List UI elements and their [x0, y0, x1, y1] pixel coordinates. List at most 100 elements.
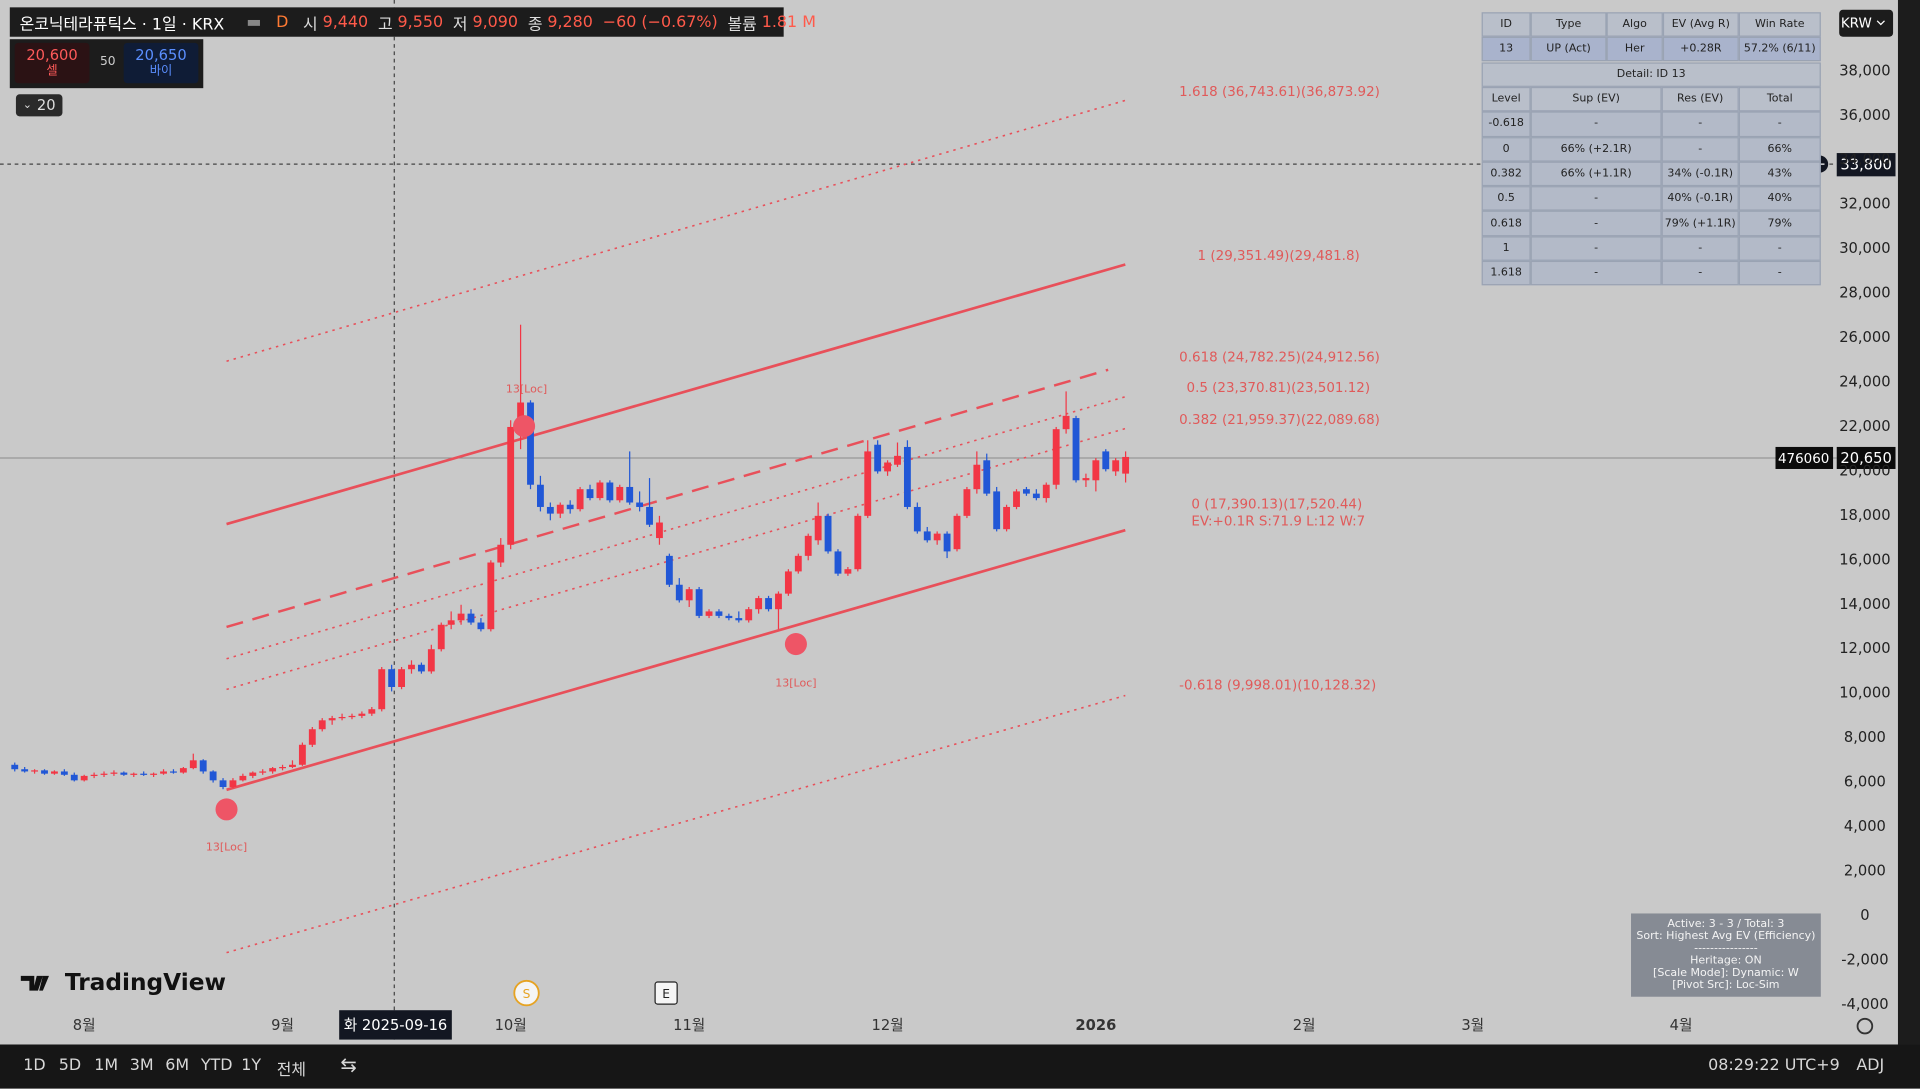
- range-button[interactable]: 전체: [276, 1061, 307, 1081]
- table-cell: -: [1661, 136, 1739, 162]
- table-header: Res (EV): [1661, 86, 1739, 112]
- event-marker-text: S: [523, 987, 531, 1001]
- candle-body: [358, 713, 366, 716]
- sell-button[interactable]: 20,600 셀: [14, 42, 90, 84]
- candle-body: [656, 522, 663, 539]
- range-button[interactable]: 3M: [129, 1056, 154, 1076]
- table-cell: +0.28R: [1662, 36, 1739, 62]
- candle-body: [80, 775, 88, 781]
- trade-panel: 20,600 셀 50 20,650 바이: [9, 39, 204, 89]
- table-cell: 43%: [1738, 161, 1821, 187]
- level-line: [226, 368, 1109, 629]
- y-tick-label: 12,000: [1839, 640, 1890, 657]
- table-cell: 0.618: [1481, 211, 1531, 237]
- level-label: -0.618 (9,998.01)(10,128.32): [1179, 679, 1376, 694]
- candle-body: [626, 486, 634, 503]
- candle-body: [824, 515, 832, 552]
- candle-body: [616, 486, 624, 501]
- candle-body: [279, 766, 286, 769]
- candle-body: [90, 774, 98, 777]
- candle-body: [41, 770, 48, 774]
- table-cell: 79% (+1.1R): [1661, 211, 1739, 237]
- adj-button[interactable]: ADJ: [1856, 1056, 1885, 1076]
- table-cell: -: [1738, 260, 1821, 286]
- candle-body: [775, 593, 782, 610]
- candle-body: [130, 773, 138, 775]
- candle-body: [923, 531, 931, 541]
- table-cell: 79%: [1738, 211, 1821, 237]
- table-cell: Her: [1606, 36, 1663, 62]
- range-button[interactable]: 5D: [58, 1056, 82, 1076]
- event-marker[interactable]: [654, 981, 678, 1005]
- table-cell: -: [1661, 111, 1739, 137]
- status-box: Active: 3 - 3 / Total: 3 Sort: Highest Av…: [1631, 913, 1821, 997]
- candle-body: [665, 555, 673, 585]
- x-tick-label: 10월: [495, 1017, 527, 1034]
- buy-button[interactable]: 20,650 바이: [123, 42, 199, 84]
- x-tick-label: 2026: [1075, 1017, 1116, 1034]
- candle-body: [586, 489, 594, 499]
- range-button[interactable]: 1D: [23, 1056, 46, 1076]
- x-tick-label: 8월: [73, 1017, 96, 1034]
- y-tick-label: -4,000: [1841, 996, 1888, 1013]
- level-label: EV:+0.1R S:71.9 L:12 W:7: [1191, 515, 1365, 530]
- candle-body: [566, 504, 574, 510]
- candle-body: [408, 664, 415, 670]
- y-tick-label: 18,000: [1839, 507, 1890, 524]
- y-tick-label: 36,000: [1839, 107, 1890, 124]
- range-button[interactable]: 1Y: [241, 1056, 262, 1076]
- compare-icon[interactable]: ⇆: [340, 1053, 357, 1077]
- table-cell: -: [1530, 111, 1662, 137]
- candle-body: [229, 780, 237, 788]
- y-tick-label: 6,000: [1844, 774, 1886, 791]
- y-tick-label: 14,000: [1839, 596, 1890, 613]
- table-cell: 0.382: [1481, 161, 1531, 187]
- candle-body: [695, 589, 703, 616]
- candle-body: [537, 484, 544, 507]
- table-cell: 40% (-0.1R): [1661, 186, 1739, 212]
- y-tick-label: 24,000: [1839, 373, 1890, 390]
- settings-icon[interactable]: [1856, 1017, 1874, 1035]
- table-header: ID: [1481, 12, 1531, 37]
- table-cell: 13: [1481, 36, 1531, 62]
- detail-title-row: Detail: ID 13: [1481, 62, 1821, 87]
- candle-body: [993, 491, 1001, 530]
- candle-body: [179, 768, 187, 773]
- candle-body: [864, 451, 872, 516]
- indicator-toggle[interactable]: ⌄ 20: [15, 94, 63, 117]
- table-header: EV (Avg R): [1662, 12, 1739, 37]
- table-cell: -0.618: [1481, 111, 1531, 137]
- ohlc-label: 고: [377, 15, 393, 34]
- range-button[interactable]: 1M: [94, 1056, 119, 1076]
- table-cell: UP (Act): [1530, 36, 1607, 62]
- range-button[interactable]: 6M: [165, 1056, 190, 1076]
- table-header: Total: [1738, 86, 1821, 112]
- ohlc-value: 9,280: [547, 12, 593, 32]
- candle-body: [735, 618, 743, 621]
- y-tick-label: 20,000: [1839, 462, 1890, 479]
- pivot-dot: [215, 798, 238, 821]
- y-tick-label: 10,000: [1839, 685, 1890, 702]
- y-tick-label: 28,000: [1839, 285, 1890, 302]
- range-button[interactable]: YTD: [200, 1056, 233, 1076]
- candle-body: [884, 462, 892, 472]
- y-tick-label: 38,000: [1839, 62, 1890, 79]
- table-cell: 1: [1481, 236, 1531, 261]
- candle-body: [973, 464, 981, 490]
- candle-body: [715, 611, 723, 616]
- level-line: [226, 263, 1126, 526]
- currency-button[interactable]: [1839, 9, 1894, 37]
- candle-body: [427, 649, 435, 672]
- level-label: 1.618 (36,743.61)(36,873.92): [1179, 85, 1380, 100]
- x-tick-label: 11월: [673, 1017, 705, 1034]
- status-line: Heritage: ON: [1690, 955, 1762, 968]
- candle-body: [60, 771, 68, 775]
- countdown-tag: [1775, 446, 1834, 469]
- candle-body: [100, 773, 108, 775]
- candle-body: [1052, 429, 1060, 485]
- event-marker[interactable]: [513, 979, 540, 1007]
- candle-body: [685, 589, 693, 601]
- candle-body: [21, 769, 29, 772]
- last-price-tag: [1836, 446, 1896, 469]
